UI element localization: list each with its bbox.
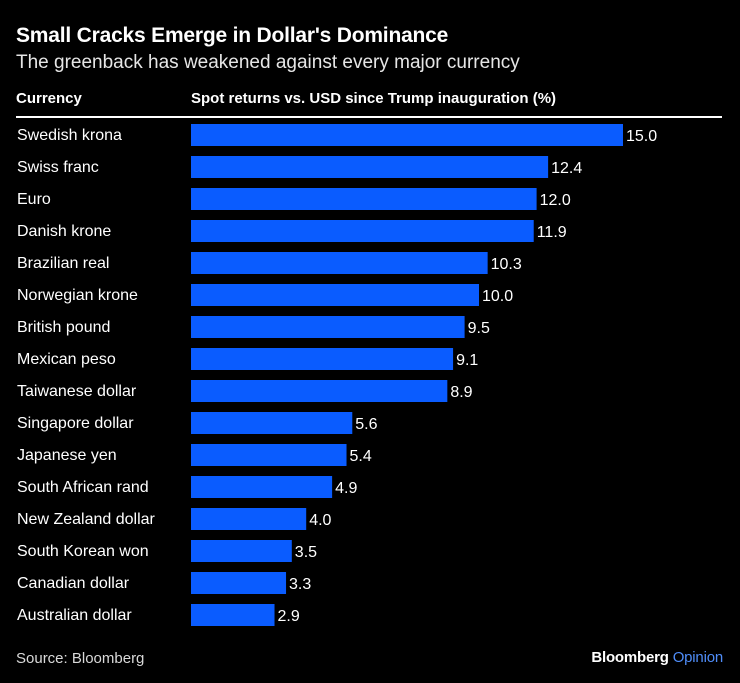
value-label-australian-dollar: 2.9	[278, 608, 300, 625]
bar-british-pound	[191, 316, 465, 338]
category-label-british-pound: British pound	[17, 319, 110, 336]
value-label-brazilian-real: 10.3	[491, 256, 522, 273]
bar-singapore-dollar	[191, 412, 353, 434]
chart-title: Small Cracks Emerge in Dollar's Dominanc…	[16, 24, 449, 47]
bar-swedish-krona	[191, 124, 623, 146]
bar-australian-dollar	[191, 604, 275, 626]
category-label-taiwanese-dollar: Taiwanese dollar	[17, 383, 137, 400]
source-note: Source: Bloomberg	[16, 650, 145, 667]
bar-south-african-rand	[191, 476, 333, 498]
value-label-canadian-dollar: 3.3	[289, 576, 311, 593]
value-label-norwegian-krone: 10.0	[482, 288, 513, 305]
category-label-australian-dollar: Australian dollar	[17, 607, 132, 624]
brand-suffix: Opinion	[672, 649, 724, 666]
bar-japanese-yen	[191, 444, 347, 466]
category-label-swedish-krona: Swedish krona	[17, 127, 122, 144]
column-header-returns: Spot returns vs. USD since Trump inaugur…	[191, 90, 557, 107]
bar-south-korean-won	[191, 540, 292, 562]
category-label-south-korean-won: South Korean won	[17, 543, 149, 560]
category-label-swiss-franc: Swiss franc	[17, 159, 99, 176]
value-label-south-african-rand: 4.9	[335, 480, 357, 497]
value-label-swiss-franc: 12.4	[551, 160, 582, 177]
bar-danish-krone	[191, 220, 534, 242]
value-label-new-zealand-dollar: 4.0	[309, 512, 331, 529]
bar-new-zealand-dollar	[191, 508, 307, 530]
bar-canadian-dollar	[191, 572, 287, 594]
header-rule	[16, 116, 722, 118]
bar-swiss-franc	[191, 156, 549, 178]
category-label-euro: Euro	[17, 191, 51, 208]
brand-name: Bloomberg	[591, 649, 669, 666]
value-label-euro: 12.0	[540, 192, 571, 209]
column-header-currency: Currency	[16, 90, 82, 107]
bar-mexican-peso	[191, 348, 454, 370]
bar-euro	[191, 188, 537, 210]
category-label-canadian-dollar: Canadian dollar	[17, 575, 130, 592]
category-label-danish-krone: Danish krone	[17, 223, 111, 240]
value-label-south-korean-won: 3.5	[295, 544, 317, 561]
value-label-mexican-peso: 9.1	[456, 352, 478, 369]
bar-norwegian-krone	[191, 284, 479, 306]
value-label-taiwanese-dollar: 8.9	[450, 384, 472, 401]
brand-logo: Bloomberg Opinion	[591, 649, 723, 666]
value-label-singapore-dollar: 5.6	[355, 416, 377, 433]
category-label-south-african-rand: South African rand	[17, 479, 149, 496]
bar-brazilian-real	[191, 252, 488, 274]
category-label-new-zealand-dollar: New Zealand dollar	[17, 511, 156, 528]
bar-taiwanese-dollar	[191, 380, 448, 402]
value-label-danish-krone: 11.9	[537, 224, 567, 241]
category-label-japanese-yen: Japanese yen	[17, 447, 117, 464]
category-label-norwegian-krone: Norwegian krone	[17, 287, 138, 304]
value-label-british-pound: 9.5	[468, 320, 490, 337]
category-label-brazilian-real: Brazilian real	[17, 255, 109, 272]
category-label-mexican-peso: Mexican peso	[17, 351, 116, 368]
value-label-swedish-krona: 15.0	[626, 128, 657, 145]
chart-subtitle: The greenback has weakened against every…	[16, 52, 520, 73]
value-label-japanese-yen: 5.4	[350, 448, 372, 465]
category-label-singapore-dollar: Singapore dollar	[17, 415, 134, 432]
